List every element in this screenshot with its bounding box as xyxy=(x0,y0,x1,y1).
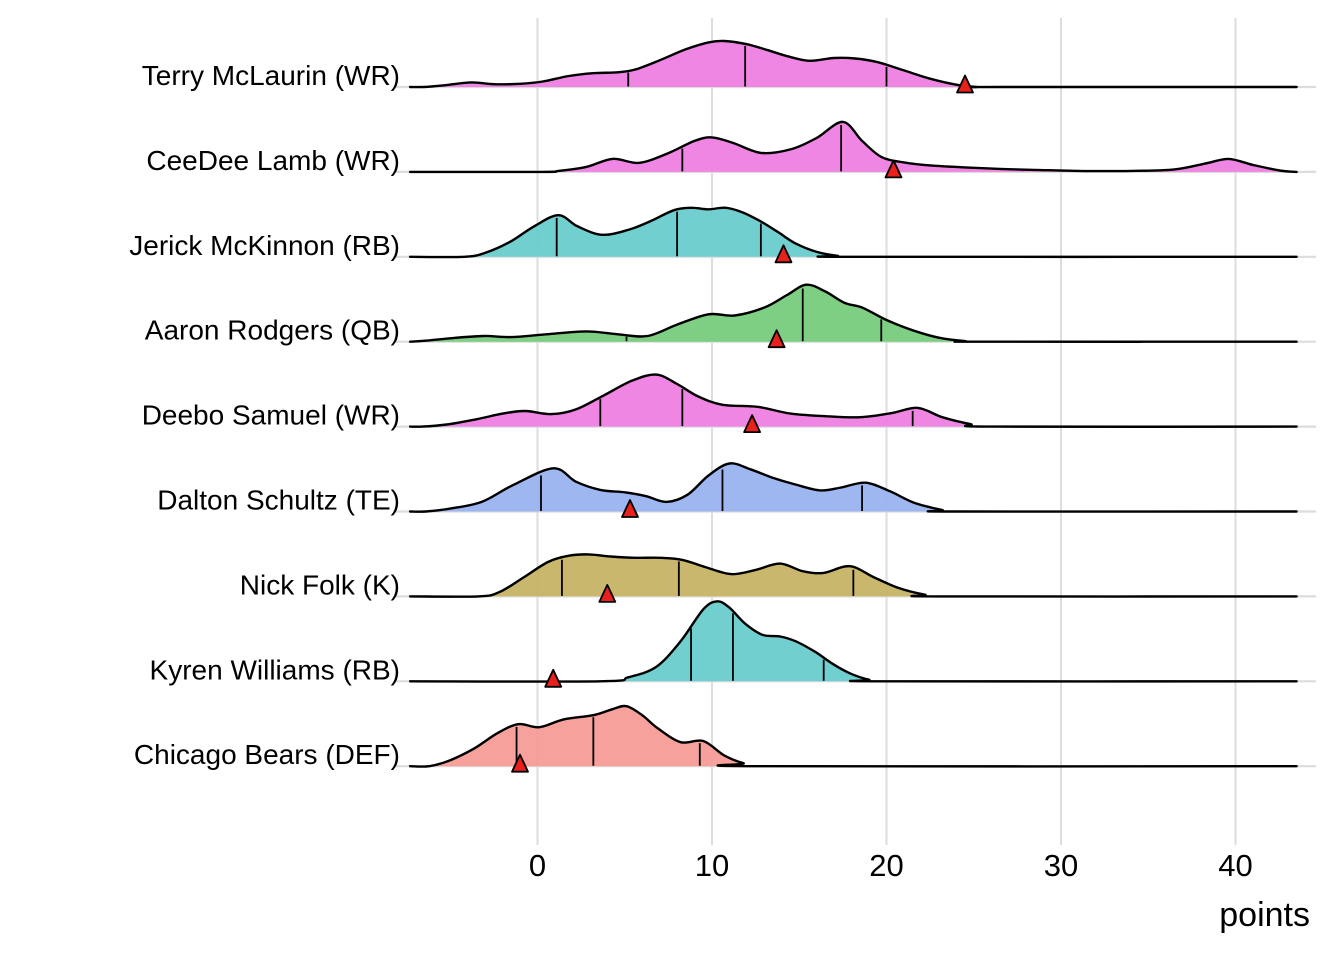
density-area xyxy=(410,121,1297,172)
density-outline xyxy=(408,206,1298,259)
player-label: Aaron Rodgers (QB) xyxy=(145,315,400,346)
actual-points-marker xyxy=(598,584,617,603)
x-tick-label: 10 xyxy=(695,848,729,883)
density-outline xyxy=(408,553,1298,598)
player-label: Dalton Schultz (TE) xyxy=(157,485,400,516)
actual-points-marker xyxy=(743,414,761,434)
density-row: Aaron Rodgers (QB) xyxy=(145,283,1316,349)
player-label: CeeDee Lamb (WR) xyxy=(146,145,400,176)
player-label: Jerick McKinnon (RB) xyxy=(129,230,400,261)
density-row: Kyren Williams (RB) xyxy=(150,600,1316,688)
density-outline xyxy=(408,283,1298,343)
actual-points-marker xyxy=(767,329,786,349)
density-row: Terry McLaurin (WR) xyxy=(142,39,1316,94)
actual-points-marker xyxy=(884,159,903,179)
density-row: Jerick McKinnon (RB) xyxy=(129,206,1316,264)
density-area xyxy=(410,705,1297,767)
actual-points-marker xyxy=(956,74,974,94)
density-outline xyxy=(408,373,1298,428)
actual-points-marker xyxy=(774,244,793,264)
player-label: Chicago Bears (DEF) xyxy=(134,739,400,770)
density-outline xyxy=(408,462,1298,513)
density-area xyxy=(410,601,1297,682)
density-area xyxy=(410,284,1297,342)
density-outline xyxy=(408,600,1298,683)
density-outline xyxy=(408,704,1298,768)
player-label: Deebo Samuel (WR) xyxy=(142,400,400,431)
actual-points-marker xyxy=(621,499,639,518)
density-outline xyxy=(408,120,1298,174)
x-axis-title: points xyxy=(1219,896,1310,934)
density-outline xyxy=(408,39,1298,89)
density-row: Dalton Schultz (TE) xyxy=(157,462,1316,518)
density-row: Chicago Bears (DEF) xyxy=(134,704,1316,773)
x-tick-label: 20 xyxy=(869,848,903,883)
density-area xyxy=(410,463,1297,512)
x-tick-label: 0 xyxy=(529,848,546,883)
x-tick-label: 30 xyxy=(1044,848,1078,883)
player-label: Nick Folk (K) xyxy=(240,569,400,600)
actual-points-marker xyxy=(511,753,529,773)
density-area xyxy=(410,207,1297,258)
density-area xyxy=(410,40,1297,88)
actual-points-marker xyxy=(544,668,563,688)
density-row: CeeDee Lamb (WR) xyxy=(146,120,1316,179)
player-label: Kyren Williams (RB) xyxy=(150,654,400,685)
player-label: Terry McLaurin (WR) xyxy=(142,60,400,91)
x-tick-label: 40 xyxy=(1218,848,1252,883)
density-area xyxy=(410,374,1297,427)
density-row: Deebo Samuel (WR) xyxy=(142,373,1316,434)
density-row: Nick Folk (K) xyxy=(240,553,1316,603)
